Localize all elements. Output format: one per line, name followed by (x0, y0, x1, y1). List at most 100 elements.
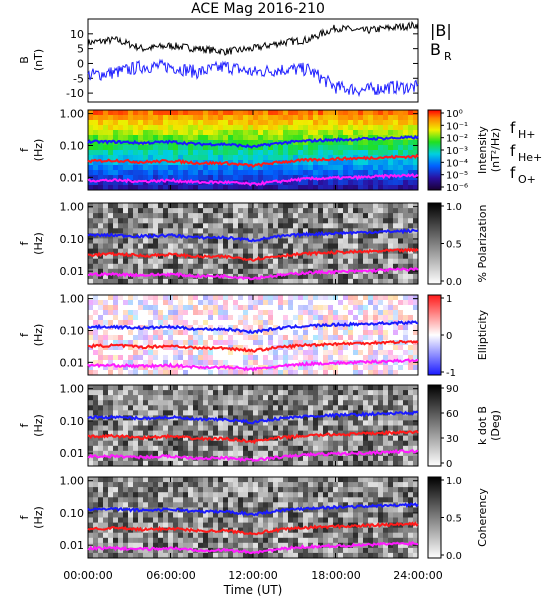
heatmap-cell (93, 425, 99, 431)
heatmap-cell (118, 310, 124, 316)
heatmap-cell (168, 310, 174, 316)
heatmap-cell (208, 238, 214, 244)
heatmap-cell (273, 125, 279, 131)
heatmap-cell (358, 263, 364, 270)
heatmap-cell (388, 455, 394, 462)
heatmap-cell (153, 228, 159, 234)
heatmap-cell (368, 440, 374, 447)
heatmap-cell (408, 263, 414, 270)
heatmap-cell (238, 165, 244, 171)
heatmap-cell (413, 203, 419, 209)
heatmap-cell (378, 110, 384, 116)
heatmap-cell (128, 305, 134, 311)
heatmap-cell (328, 155, 334, 161)
heatmap-cell (163, 487, 169, 493)
heatmap-cell (253, 208, 259, 214)
heatmap-cell (148, 135, 154, 141)
heatmap-cell (183, 365, 189, 371)
heatmap-cell (378, 435, 384, 442)
heatmap-cell (148, 273, 154, 280)
heatmap-cell (273, 330, 279, 336)
heatmap-cell (403, 460, 409, 467)
heatmap-cell (283, 263, 289, 270)
heatmap-cell (408, 213, 414, 219)
heatmap-cell (158, 460, 164, 467)
heatmap-cell (348, 223, 354, 229)
heatmap-cell (163, 405, 169, 411)
heatmap-cell (388, 325, 394, 331)
heatmap-cell (353, 125, 359, 131)
heatmap-cell (263, 445, 269, 452)
heatmap-cell (98, 355, 104, 361)
heatmap-cell (223, 497, 229, 503)
heatmap-cell (113, 512, 119, 518)
heatmap-cell (298, 315, 304, 321)
heatmap-cell (333, 253, 339, 260)
heatmap-cell (218, 125, 224, 131)
heatmap-cell (248, 537, 254, 544)
heatmap-cell (98, 335, 104, 341)
heatmap-cell (273, 360, 279, 366)
heatmap-cell (368, 223, 374, 229)
heatmap-cell (118, 150, 124, 156)
heatmap-cell (103, 355, 109, 361)
heatmap-cell (273, 445, 279, 452)
heatmap-cell (173, 110, 179, 116)
heatmap-cell (398, 150, 404, 156)
heatmap-cell (213, 295, 219, 301)
heatmap-cell (228, 208, 234, 214)
heatmap-cell (258, 527, 264, 534)
heatmap-cell (218, 263, 224, 270)
heatmap-cell (193, 135, 199, 141)
heatmap-cell (143, 258, 149, 265)
heatmap-cell (203, 542, 209, 549)
heatmap-cell (233, 213, 239, 219)
heatmap-cell (103, 335, 109, 341)
heatmap-cell (368, 160, 374, 166)
heatmap-cell (243, 370, 249, 376)
heatmap-cell (228, 203, 234, 209)
heatmap-cell (123, 430, 129, 437)
heatmap-cell (153, 295, 159, 301)
heatmap-cell (153, 315, 159, 321)
heatmap-cell (258, 415, 264, 421)
heatmap-cell (283, 460, 289, 467)
heatmap-cell (218, 350, 224, 356)
heatmap-cell (348, 420, 354, 426)
heatmap-cell (158, 552, 164, 559)
heatmap-cell (308, 445, 314, 452)
heatmap-cell (333, 320, 339, 326)
heatmap-cell (128, 223, 134, 229)
heatmap-cell (313, 340, 319, 346)
heatmap-cell (218, 460, 224, 467)
heatmap-cell (278, 400, 284, 406)
heatmap-cell (148, 420, 154, 426)
heatmap-cell (308, 218, 314, 224)
heatmap-cell (263, 140, 269, 146)
heatmap-cell (408, 325, 414, 331)
heatmap-cell (153, 537, 159, 544)
heatmap-cell (278, 268, 284, 275)
heatmap-cell (253, 355, 259, 361)
heatmap-cell (123, 497, 129, 503)
heatmap-cell (223, 130, 229, 136)
heatmap-cell (338, 325, 344, 331)
heatmap-cell (123, 110, 129, 116)
heatmap-cell (393, 120, 399, 126)
heatmap-cell (263, 223, 269, 229)
heatmap-cell (273, 130, 279, 136)
heatmap-cell (208, 320, 214, 326)
heatmap-cell (263, 517, 269, 523)
heatmap-cell (198, 268, 204, 275)
heatmap-cell (198, 497, 204, 503)
heatmap-cell (408, 140, 414, 146)
heatmap-cell (118, 385, 124, 391)
heatmap-cell (168, 300, 174, 306)
heatmap-cell (368, 233, 374, 239)
heatmap-cell (313, 405, 319, 411)
heatmap-cell (203, 185, 209, 191)
heatmap-cell (213, 385, 219, 391)
heatmap-cell (238, 258, 244, 265)
heatmap-cell (113, 492, 119, 498)
heatmap-cell (288, 415, 294, 421)
